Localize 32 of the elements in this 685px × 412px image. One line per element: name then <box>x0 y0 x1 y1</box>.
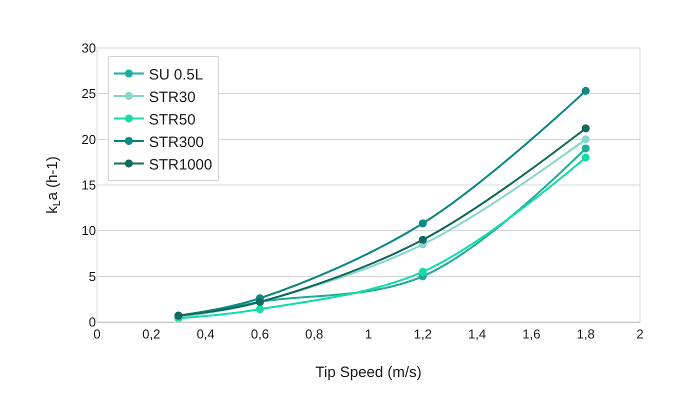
y-tick-label: 30 <box>82 40 96 56</box>
legend-label: SU 0.5L <box>148 66 204 84</box>
point <box>256 305 264 314</box>
x-tick-label: 1,2 <box>414 326 432 342</box>
x-tick-label: 0,6 <box>250 326 269 342</box>
point <box>418 236 427 244</box>
y-tick-label: 15 <box>82 178 96 193</box>
y-tick-label: 25 <box>82 86 96 102</box>
point <box>582 86 590 95</box>
y-tick-label: 0 <box>88 314 96 330</box>
x-tick-label: 0,8 <box>305 326 324 342</box>
y-tick-label: 10 <box>82 223 96 238</box>
x-tick-label: 1,6 <box>522 326 540 342</box>
legend-label: STR50 <box>148 111 196 128</box>
x-tick-label: 0,2 <box>142 326 160 342</box>
x-axis-title: Tip Speed (m/s) <box>315 364 422 381</box>
x-tick-label: 0,4 <box>196 326 215 342</box>
y-tick-label: 20 <box>82 132 96 147</box>
point <box>418 268 427 276</box>
x-tick-label: 1,4 <box>468 326 486 342</box>
point <box>582 135 590 144</box>
point <box>582 154 590 162</box>
point <box>582 144 590 152</box>
x-tick-label: 2 <box>636 326 644 342</box>
legend-label: STR1000 <box>148 156 212 174</box>
y-tick-label: 5 <box>88 268 96 284</box>
legend-label: STR30 <box>148 88 196 106</box>
point <box>418 219 427 228</box>
x-tick-label: 1,8 <box>576 326 595 342</box>
x-tick-label: 1 <box>364 326 372 342</box>
point <box>582 124 590 132</box>
legend-label: STR300 <box>148 134 204 151</box>
